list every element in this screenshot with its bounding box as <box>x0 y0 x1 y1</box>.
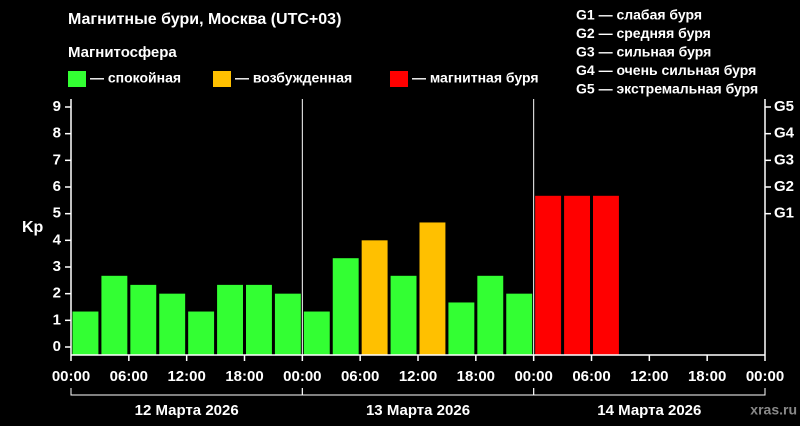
bar <box>448 302 475 355</box>
x-tick-label: 00:00 <box>52 368 90 385</box>
x-tick-label: 06:00 <box>341 368 379 385</box>
y-tick-label: 4 <box>53 231 62 248</box>
y-tick-label: 1 <box>53 311 61 328</box>
bar <box>72 311 99 355</box>
bar <box>593 195 619 355</box>
bar <box>361 240 388 355</box>
y-tick-label: 0 <box>53 338 61 355</box>
x-tick-label: 18:00 <box>225 368 263 385</box>
y2-tick-label: G2 <box>774 178 794 195</box>
y-tick-label: 9 <box>53 98 61 115</box>
y2-tick-label: G5 <box>774 98 794 115</box>
x-tick-label: 00:00 <box>283 368 321 385</box>
y-axis-label: Kp <box>22 219 44 236</box>
bar <box>506 293 533 355</box>
day-label: 12 Марта 2026 <box>135 402 239 419</box>
y-tick-label: 2 <box>53 285 61 302</box>
bar <box>217 284 243 355</box>
scale-legend-item: G3 — сильная буря <box>576 44 711 60</box>
bar <box>332 258 359 355</box>
y2-tick-label: G4 <box>774 125 795 142</box>
chart-subtitle: Магнитосфера <box>68 44 177 61</box>
x-tick-label: 06:00 <box>572 368 610 385</box>
legend-label: — возбужденная <box>235 70 352 86</box>
legend-swatch <box>390 71 408 87</box>
y2-tick-label: G3 <box>774 151 794 168</box>
day-label: 14 Марта 2026 <box>597 402 701 419</box>
bar <box>188 311 215 355</box>
scale-legend-item: G4 — очень сильная буря <box>576 62 756 78</box>
legend-label: — магнитная буря <box>412 70 539 86</box>
watermark: xras.ru <box>750 402 797 418</box>
legend-swatch <box>68 71 86 87</box>
day-label: 13 Марта 2026 <box>366 402 470 419</box>
y-tick-label: 7 <box>53 151 61 168</box>
scale-legend-item: G5 — экстремальная буря <box>576 81 758 97</box>
y-tick-label: 3 <box>53 258 61 275</box>
y2-tick-label: G1 <box>774 205 794 222</box>
bar <box>535 195 562 355</box>
x-tick-label: 12:00 <box>167 368 205 385</box>
x-tick-label: 18:00 <box>457 368 495 385</box>
bar <box>274 293 301 355</box>
bar <box>390 275 417 355</box>
y-tick-label: 5 <box>53 205 61 222</box>
bar <box>477 275 504 355</box>
x-tick-label: 12:00 <box>630 368 668 385</box>
legend-label: — спокойная <box>90 70 181 86</box>
day-bracket <box>70 388 303 396</box>
bar <box>419 222 446 355</box>
bar <box>130 284 157 355</box>
chart-title: Магнитные бури, Москва (UTC+03) <box>68 11 341 28</box>
x-tick-label: 18:00 <box>688 368 726 385</box>
bar <box>246 284 272 355</box>
legend-swatch <box>213 71 231 87</box>
x-tick-label: 00:00 <box>746 368 784 385</box>
bar <box>564 195 590 355</box>
day-bracket <box>301 388 535 396</box>
x-tick-label: 12:00 <box>399 368 437 385</box>
y-tick-label: 6 <box>53 178 61 195</box>
bar <box>303 311 330 355</box>
scale-legend-item: G2 — средняя буря <box>576 25 711 41</box>
y-tick-label: 8 <box>53 125 61 142</box>
bar <box>101 275 128 355</box>
bar <box>159 293 186 355</box>
scale-legend-item: G1 — слабая буря <box>576 7 702 23</box>
day-bracket <box>533 388 766 396</box>
x-tick-label: 00:00 <box>514 368 552 385</box>
x-tick-label: 06:00 <box>110 368 148 385</box>
